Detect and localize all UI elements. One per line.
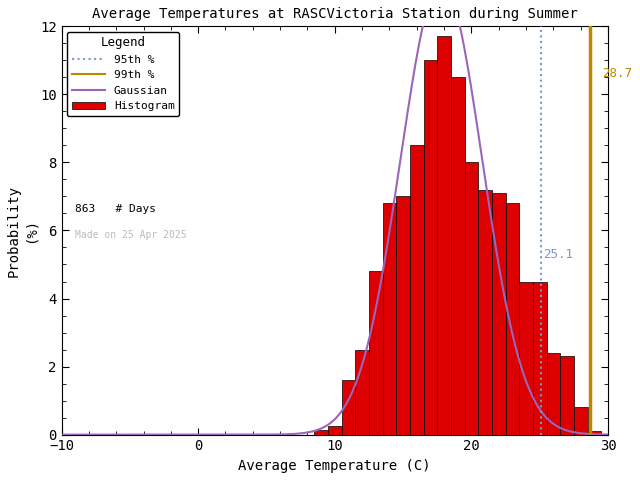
Bar	[314, 430, 328, 434]
Bar	[437, 36, 451, 434]
Bar	[355, 349, 369, 434]
Bar	[519, 281, 533, 434]
Bar	[506, 203, 519, 434]
Bar	[492, 193, 506, 434]
Bar	[560, 356, 574, 434]
Text: 863   # Days: 863 # Days	[75, 204, 156, 214]
Text: 25.1: 25.1	[543, 248, 573, 261]
Bar	[451, 77, 465, 434]
Title: Average Temperatures at RASCVictoria Station during Summer: Average Temperatures at RASCVictoria Sta…	[92, 7, 578, 21]
Bar	[574, 408, 588, 434]
Bar	[396, 196, 410, 434]
Bar	[465, 162, 478, 434]
Bar	[342, 380, 355, 434]
Bar	[588, 431, 601, 434]
Bar	[383, 203, 396, 434]
Text: Made on 25 Apr 2025: Made on 25 Apr 2025	[75, 230, 187, 240]
Y-axis label: Probability
(%): Probability (%)	[7, 184, 37, 276]
Bar	[533, 281, 547, 434]
Bar	[410, 145, 424, 434]
Text: 28.7: 28.7	[602, 67, 632, 80]
Bar	[478, 190, 492, 434]
X-axis label: Average Temperature (C): Average Temperature (C)	[239, 459, 431, 473]
Bar	[369, 271, 383, 434]
Bar	[547, 353, 560, 434]
Legend: 95th %, 99th %, Gaussian, Histogram: 95th %, 99th %, Gaussian, Histogram	[67, 32, 179, 116]
Bar	[424, 60, 437, 434]
Bar	[328, 426, 342, 434]
